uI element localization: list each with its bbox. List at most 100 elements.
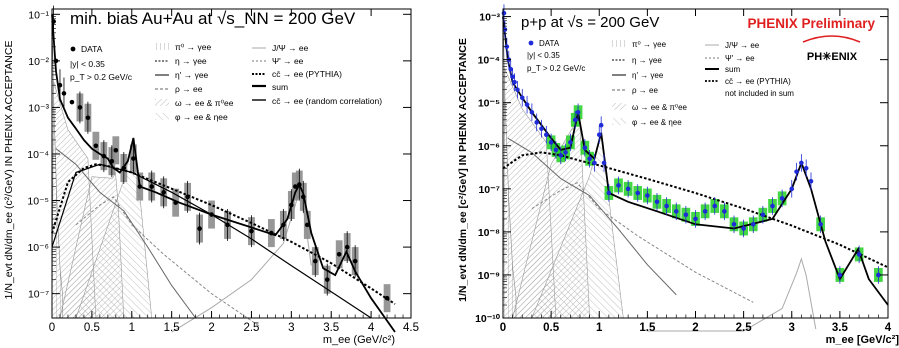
x-tick-label: 2 — [208, 322, 214, 334]
x-tick-label: 4.5 — [403, 322, 419, 334]
data-point — [731, 221, 737, 227]
x-tick-label: 2.5 — [736, 322, 753, 334]
curves-left — [51, 14, 396, 333]
data-point — [69, 99, 75, 105]
y-tick-label: 10⁻⁹ — [478, 270, 500, 282]
data-point — [837, 272, 843, 278]
data-point — [712, 203, 718, 209]
data-point — [344, 244, 350, 250]
data-point — [582, 145, 588, 151]
legend-right: DATA |y| < 0.35 p_T > 0.2 GeV/c π⁰ → γee… — [527, 39, 794, 127]
legend-left-sum: sum — [272, 82, 288, 92]
data-point — [529, 109, 535, 115]
data-point — [101, 153, 107, 159]
ccbar-pythia-curve — [502, 151, 889, 269]
y-tick-label: 10⁻² — [28, 56, 49, 68]
y-tick-label: 10⁻³ — [479, 12, 500, 24]
y-tick-label: 10⁻¹⁰ — [475, 313, 501, 325]
data-point — [789, 186, 795, 192]
data-point — [304, 222, 310, 228]
data-point — [558, 153, 564, 158]
data-point — [741, 226, 746, 231]
data-point — [563, 150, 568, 155]
data-point — [384, 295, 390, 301]
x-tick-label: 4 — [885, 322, 892, 334]
legend-pi0-swatch-right — [612, 40, 626, 47]
data-point — [352, 258, 358, 264]
x-tick-label: 1 — [129, 322, 135, 334]
y-tick-label: 10⁻³ — [28, 102, 49, 114]
legend-left-psiprime: Ψ' → ee — [272, 56, 304, 66]
x-tick-label: 3 — [288, 322, 294, 334]
preliminary-badge: PHENIX Preliminary — [747, 16, 875, 31]
data-point — [794, 169, 799, 174]
legend-left: DATA |y| < 0.35 p_T > 0.2 GeV/c π⁰ → γee… — [70, 42, 382, 122]
x-tick-label: 0 — [49, 322, 55, 334]
cocktail-bands-right — [502, 8, 817, 332]
data-point — [197, 226, 202, 231]
data-point — [501, 10, 507, 16]
y-axis-label-right: 1/N_evt dN/dm_ee [c²/GeV] IN PHENIX ACCE… — [457, 38, 469, 302]
x-tick-label: 2 — [692, 322, 698, 334]
data-point — [209, 212, 214, 217]
jpsi-curve — [647, 257, 817, 332]
data-point — [137, 184, 143, 189]
data-point — [598, 122, 604, 128]
data-point — [324, 277, 330, 282]
data-point — [702, 209, 708, 214]
x-tick-label: 3.5 — [323, 322, 339, 334]
ccbar-pythia-curve — [51, 163, 396, 305]
legend-right-rapidity: |y| < 0.35 — [527, 51, 560, 60]
data-point — [654, 199, 660, 205]
axes-left: 0 0.5 1 1.5 2 2.5 3 3.5 4 4.5 10⁻⁷ 10⁻⁶ 10⁻⁵ 10⁻⁴ 10⁻³… — [27, 9, 419, 334]
y-tick-label: 10⁻⁶ — [27, 242, 49, 254]
legend-right-notincluded: not included in sum — [725, 89, 794, 98]
legend-right-pi0: π⁰ → γee — [632, 40, 667, 49]
data-point — [61, 91, 67, 96]
data-point — [515, 87, 520, 93]
legend-phi-swatch — [155, 113, 169, 120]
chart-left: 0 0.5 1 1.5 2 2.5 3 3.5 4 4.5 10⁻⁷ 10⁻⁶ 10⁻⁵ 10⁻⁴ 10⁻³… — [3, 5, 419, 346]
data-point — [575, 109, 581, 115]
data-point — [553, 147, 559, 153]
data-point — [803, 165, 809, 171]
legend-left-rapidity: |y| < 0.35 — [70, 59, 105, 69]
data-point — [185, 194, 190, 200]
legend-left-etaprime: η' → γee — [175, 70, 209, 80]
rho-curve — [75, 196, 260, 327]
x-tick-label: 3 — [789, 322, 795, 334]
data-point — [289, 202, 294, 208]
data-point — [281, 222, 286, 228]
x-tick-label: 0.5 — [543, 322, 560, 334]
legend-left-omega: ω → ee & π⁰ee — [175, 98, 234, 108]
data-point — [269, 230, 274, 236]
plot-frame-left — [51, 8, 412, 319]
data-point — [572, 117, 578, 123]
y-tick-label: 10⁻¹ — [28, 9, 49, 21]
data-point — [524, 102, 530, 107]
y-tick-label: 10⁻⁴ — [27, 149, 49, 161]
data-point — [534, 120, 539, 125]
data-point — [568, 140, 573, 145]
y-tick-label: 10⁻⁵ — [478, 98, 500, 110]
phenix-logo-swoosh — [802, 35, 861, 43]
data-point — [693, 216, 698, 222]
data-point — [512, 79, 517, 85]
data-point — [249, 228, 254, 234]
legend-omega-swatch — [155, 99, 169, 106]
legend-omega-swatch-right — [612, 103, 626, 110]
legend-data-marker-right — [528, 40, 534, 46]
legend-right-pt: p_T > 0.2 GeV/c — [527, 64, 585, 73]
data-point — [149, 184, 155, 189]
data-point — [799, 160, 804, 166]
x-tick-label: 1 — [596, 322, 603, 334]
y-tick-label: 10⁻⁷ — [478, 184, 500, 196]
data-point — [548, 140, 554, 145]
title-right: p+p at √s = 200 GeV — [521, 14, 659, 31]
y-tick-label: 10⁻⁷ — [28, 289, 49, 301]
data-point — [876, 272, 881, 278]
data-point — [93, 143, 99, 149]
data-point — [510, 74, 515, 80]
y-tick-label: 10⁻⁸ — [478, 227, 500, 239]
data-point — [131, 156, 136, 161]
